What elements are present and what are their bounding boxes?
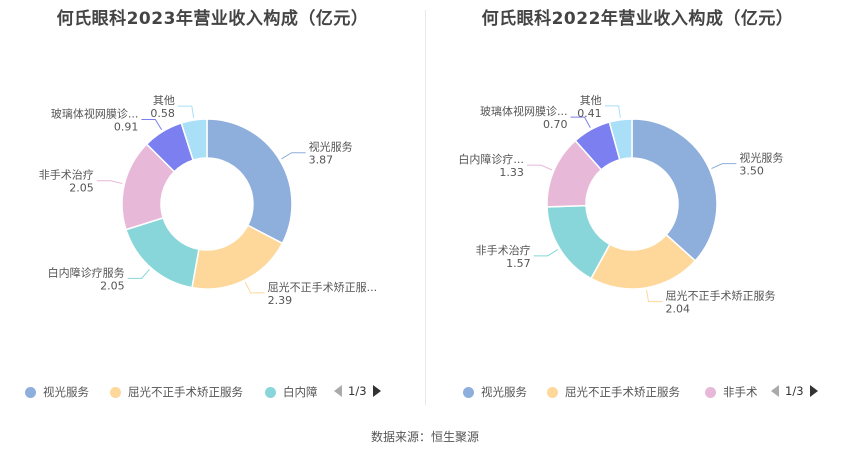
next-page-icon[interactable] bbox=[809, 385, 818, 397]
legend-item[interactable]: 视光服务 bbox=[25, 384, 89, 400]
donut-chart-2023: 视光服务3.87屈光不正手术矫正服...2.39白内障诊疗服务2.05非手术治疗… bbox=[39, 94, 378, 307]
legend: 视光服务 屈光不正手术矫正服务 白内障 1/3 bbox=[0, 384, 425, 404]
slice-label: 屈光不正手术矫正服... bbox=[268, 280, 378, 294]
slice-label: 玻璃体视网膜诊... bbox=[51, 107, 139, 121]
slice-value: 2.05 bbox=[100, 279, 125, 292]
chart-title: 何氏眼科2023年营业收入构成（亿元） bbox=[56, 9, 369, 29]
slice-label: 白内障诊疗服务 bbox=[48, 265, 125, 279]
legend-dot bbox=[547, 386, 558, 398]
page-indicator: 1/3 bbox=[348, 384, 367, 398]
donut-slice[interactable] bbox=[608, 118, 633, 161]
slice-label: 视光服务 bbox=[739, 151, 783, 165]
leader-line bbox=[127, 269, 150, 279]
legend-dot bbox=[265, 386, 276, 398]
slice-label: 其他 bbox=[580, 94, 602, 107]
legend-dot bbox=[110, 386, 121, 398]
leader-line bbox=[96, 180, 123, 185]
legend-label: 白内障 bbox=[283, 385, 318, 399]
legend-label: 视光服务 bbox=[43, 385, 89, 399]
slice-label: 其他 bbox=[153, 94, 175, 107]
slice-label: 非手术治疗 bbox=[39, 168, 94, 182]
legend-dot bbox=[25, 386, 36, 398]
slice-value: 0.91 bbox=[114, 121, 139, 134]
slice-value: 0.70 bbox=[543, 118, 568, 131]
next-page-icon[interactable] bbox=[372, 385, 381, 397]
legend-item[interactable]: 屈光不正手术矫正服务 bbox=[110, 384, 243, 400]
slice-value: 2.04 bbox=[666, 303, 691, 316]
prev-page-icon[interactable] bbox=[771, 385, 779, 397]
slice-label: 非手术治疗 bbox=[476, 243, 531, 257]
leader-line bbox=[141, 119, 163, 131]
panel-divider bbox=[425, 10, 426, 405]
legend-label: 非手术 bbox=[723, 385, 758, 399]
legend-item[interactable]: 白内障 bbox=[265, 384, 318, 400]
legend-label: 屈光不正手术矫正服务 bbox=[128, 385, 243, 399]
legend: 视光服务 屈光不正手术矫正服务 非手术 1/3 bbox=[425, 384, 850, 404]
donut-slice[interactable] bbox=[180, 118, 208, 162]
leader-line bbox=[526, 164, 553, 171]
prev-page-icon[interactable] bbox=[334, 385, 342, 397]
donut-slice[interactable] bbox=[125, 216, 200, 289]
legend-dot bbox=[463, 386, 474, 398]
legend-label: 视光服务 bbox=[481, 385, 527, 399]
slice-value: 0.41 bbox=[577, 107, 602, 120]
chart-panel-2023: 何氏眼科2023年营业收入构成（亿元） 视光服务 3.87 屈光不正手术矫正服...… bbox=[0, 0, 425, 410]
slice-value: 3.87 bbox=[309, 154, 334, 167]
slice-value: 1.57 bbox=[506, 257, 530, 270]
leader-line bbox=[177, 105, 195, 119]
legend-label: 屈光不正手术矫正服务 bbox=[565, 385, 680, 399]
donut-slice[interactable] bbox=[206, 118, 293, 245]
leader-line bbox=[570, 116, 591, 128]
leader-line bbox=[533, 249, 559, 257]
data-source: 数据来源：恒生聚源 bbox=[370, 430, 479, 444]
slice-value: 2.05 bbox=[69, 182, 94, 195]
chart-panel-2022: 何氏眼科2022年营业收入构成（亿元） 视光服务 3.50 屈光不正手术矫正服务 2.… bbox=[425, 0, 850, 410]
legend-pager: 1/3 bbox=[771, 384, 818, 398]
leader-line bbox=[244, 281, 265, 294]
chart-title: 何氏眼科2022年营业收入构成（亿元） bbox=[481, 9, 794, 29]
donut-slice[interactable] bbox=[631, 118, 718, 262]
legend-item[interactable]: 视光服务 bbox=[463, 384, 527, 400]
leader-line bbox=[281, 152, 306, 160]
leader-line bbox=[711, 163, 737, 170]
slice-label: 玻璃体视网膜诊... bbox=[480, 104, 568, 118]
legend-item[interactable]: 屈光不正手术矫正服务 bbox=[547, 384, 680, 400]
slice-value: 3.50 bbox=[739, 165, 764, 178]
slice-value: 2.39 bbox=[268, 294, 293, 307]
legend-item[interactable]: 非手术 bbox=[705, 384, 758, 400]
leader-line bbox=[604, 105, 621, 118]
leader-line bbox=[646, 289, 663, 303]
slice-label: 视光服务 bbox=[309, 140, 353, 154]
slice-label: 屈光不正手术矫正服务 bbox=[666, 289, 776, 303]
slice-label: 白内障诊疗... bbox=[458, 152, 524, 166]
page-indicator: 1/3 bbox=[785, 384, 804, 398]
slice-value: 0.58 bbox=[150, 107, 175, 120]
legend-pager: 1/3 bbox=[334, 384, 381, 398]
legend-dot bbox=[705, 386, 716, 398]
slice-value: 1.33 bbox=[499, 166, 524, 179]
